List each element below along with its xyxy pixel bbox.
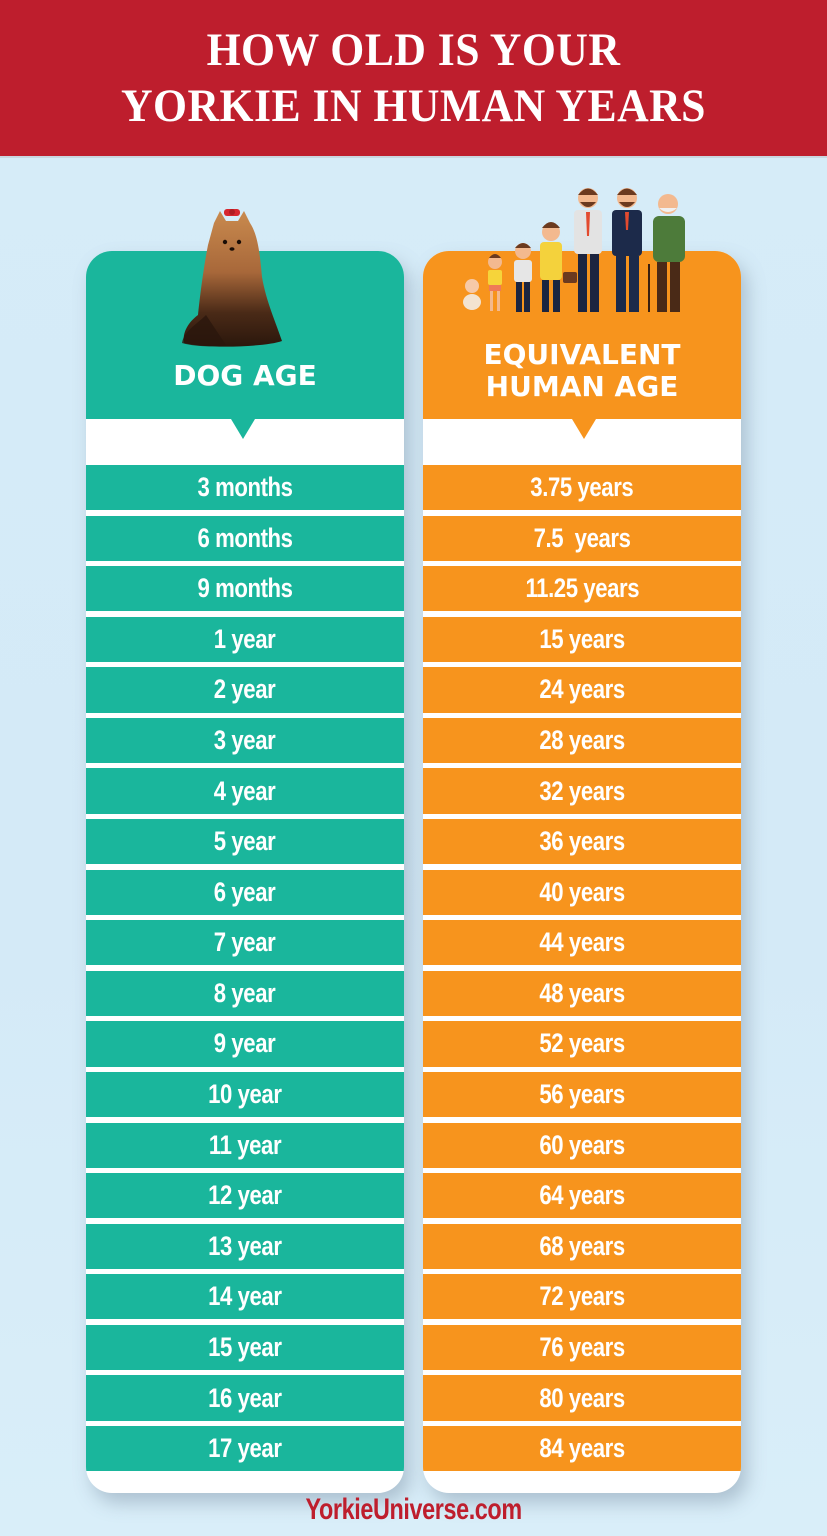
dog-age-row: 8 year	[86, 970, 404, 1016]
human-age-row: 48 years	[423, 970, 741, 1016]
dog-age-row: 17 year	[86, 1425, 404, 1472]
dog-age-row: 4 year	[86, 768, 404, 814]
human-age-row: 84 years	[423, 1425, 741, 1472]
dog-age-row: 3 year	[86, 717, 404, 764]
dog-age-value: 9 months	[197, 573, 293, 604]
dog-age-row: 2 year	[86, 667, 404, 713]
dog-age-value: 4 year	[214, 775, 276, 806]
human-age-value: 28 years	[539, 724, 625, 755]
dog-age-row: 16 year	[86, 1375, 404, 1421]
dog-age-value: 15 year	[208, 1331, 282, 1362]
dog-age-row: 11 year	[86, 1122, 404, 1168]
dog-age-value: 6 year	[214, 876, 276, 907]
human-age-row: 28 years	[423, 717, 741, 764]
human-age-row: 36 years	[423, 819, 741, 865]
human-age-row: 7.5 years	[423, 515, 741, 561]
human-age-value: 44 years	[539, 927, 625, 958]
dog-age-title: DOG AGE	[173, 359, 317, 392]
human-age-list: 3.75 years 7.5 years 11.25 years 15 year…	[423, 465, 741, 1477]
yorkie-dog-icon	[182, 209, 282, 347]
human-age-row: 80 years	[423, 1375, 741, 1421]
human-age-header: EQUIVALENT HUMAN AGE	[423, 251, 741, 419]
dog-age-row: 5 year	[86, 819, 404, 865]
human-age-title: EQUIVALENT HUMAN AGE	[423, 339, 741, 403]
human-age-row: 3.75 years	[423, 465, 741, 511]
dog-age-value: 17 year	[208, 1433, 282, 1464]
human-age-title-line-2: HUMAN AGE	[485, 370, 679, 403]
dog-age-value: 16 year	[208, 1382, 282, 1413]
dog-age-value: 7 year	[214, 927, 276, 958]
human-age-row: 56 years	[423, 1071, 741, 1118]
dog-age-row: 9 months	[86, 566, 404, 612]
dog-age-row: 10 year	[86, 1071, 404, 1118]
dog-age-value: 1 year	[214, 623, 276, 654]
dog-age-value: 6 months	[197, 522, 293, 553]
dog-age-row: 1 year	[86, 616, 404, 662]
human-age-value: 56 years	[539, 1079, 625, 1110]
human-age-row: 15 years	[423, 616, 741, 662]
human-age-value: 40 years	[539, 876, 625, 907]
dog-age-value: 14 year	[208, 1281, 282, 1312]
human-pointer-icon	[572, 419, 596, 439]
dog-age-column: DOG AGE 3 months 6 months 9 months 1 yea…	[86, 251, 404, 1493]
human-age-value: 72 years	[539, 1281, 625, 1312]
human-age-value: 15 years	[539, 623, 625, 654]
human-age-value: 3.75 years	[530, 472, 634, 503]
human-age-row: 32 years	[423, 768, 741, 814]
dog-age-row: 3 months	[86, 465, 404, 511]
human-age-progression-icon	[463, 188, 685, 312]
site-name-text: YorkieUniverse.com	[305, 1493, 522, 1526]
dog-age-list: 3 months 6 months 9 months 1 year 2 year…	[86, 465, 404, 1477]
human-age-value: 64 years	[539, 1180, 625, 1211]
human-age-row: 76 years	[423, 1324, 741, 1371]
human-age-value: 76 years	[539, 1331, 625, 1362]
human-age-row: 72 years	[423, 1274, 741, 1320]
dog-age-value: 10 year	[208, 1079, 282, 1110]
human-age-value: 80 years	[539, 1382, 625, 1413]
dog-age-row: 14 year	[86, 1274, 404, 1320]
dog-age-value: 12 year	[208, 1180, 282, 1211]
human-age-value: 36 years	[539, 826, 625, 857]
human-age-column: EQUIVALENT HUMAN AGE 3.75 years 7.5 year…	[423, 251, 741, 1493]
dog-age-row: 12 year	[86, 1173, 404, 1219]
human-age-value: 60 years	[539, 1129, 625, 1160]
dog-age-row: 15 year	[86, 1324, 404, 1371]
dog-age-value: 9 year	[214, 1028, 276, 1059]
human-age-value: 84 years	[539, 1433, 625, 1464]
human-age-value: 52 years	[539, 1028, 625, 1059]
dog-age-row: 9 year	[86, 1021, 404, 1067]
human-age-row: 24 years	[423, 667, 741, 713]
human-age-value: 68 years	[539, 1230, 625, 1261]
dog-age-value: 5 year	[214, 826, 276, 857]
dog-age-value: 3 months	[197, 472, 293, 503]
dog-age-row: 6 year	[86, 869, 404, 915]
human-age-row: 52 years	[423, 1021, 741, 1067]
dog-age-value: 13 year	[208, 1230, 282, 1261]
dog-age-value: 8 year	[214, 977, 276, 1008]
human-age-row: 64 years	[423, 1173, 741, 1219]
human-age-value: 48 years	[539, 977, 625, 1008]
human-age-row: 44 years	[423, 920, 741, 966]
human-age-title-line-1: EQUIVALENT	[483, 338, 681, 371]
human-age-value: 32 years	[539, 775, 625, 806]
dog-age-row: 13 year	[86, 1223, 404, 1269]
dog-age-row: 7 year	[86, 920, 404, 966]
human-age-row: 11.25 years	[423, 566, 741, 612]
dog-age-value: 11 year	[208, 1129, 282, 1160]
dog-age-value: 2 year	[214, 674, 276, 705]
dog-age-value: 3 year	[214, 724, 276, 755]
page-title-line-1: HOW OLD IS YOUR	[206, 24, 621, 76]
human-age-row: 68 years	[423, 1223, 741, 1269]
human-age-value: 24 years	[539, 674, 625, 705]
title-banner: HOW OLD IS YOUR YORKIE IN HUMAN YEARS	[0, 0, 827, 158]
human-age-value: 7.5 years	[533, 522, 631, 553]
dog-age-row: 6 months	[86, 515, 404, 561]
human-age-row: 60 years	[423, 1122, 741, 1168]
human-age-value: 11.25 years	[525, 573, 639, 604]
dog-pointer-icon	[231, 419, 255, 439]
footer-site-name: YorkieUniverse.com	[0, 1490, 827, 1530]
human-age-row: 40 years	[423, 869, 741, 915]
page-title-line-2: YORKIE IN HUMAN YEARS	[121, 80, 706, 132]
